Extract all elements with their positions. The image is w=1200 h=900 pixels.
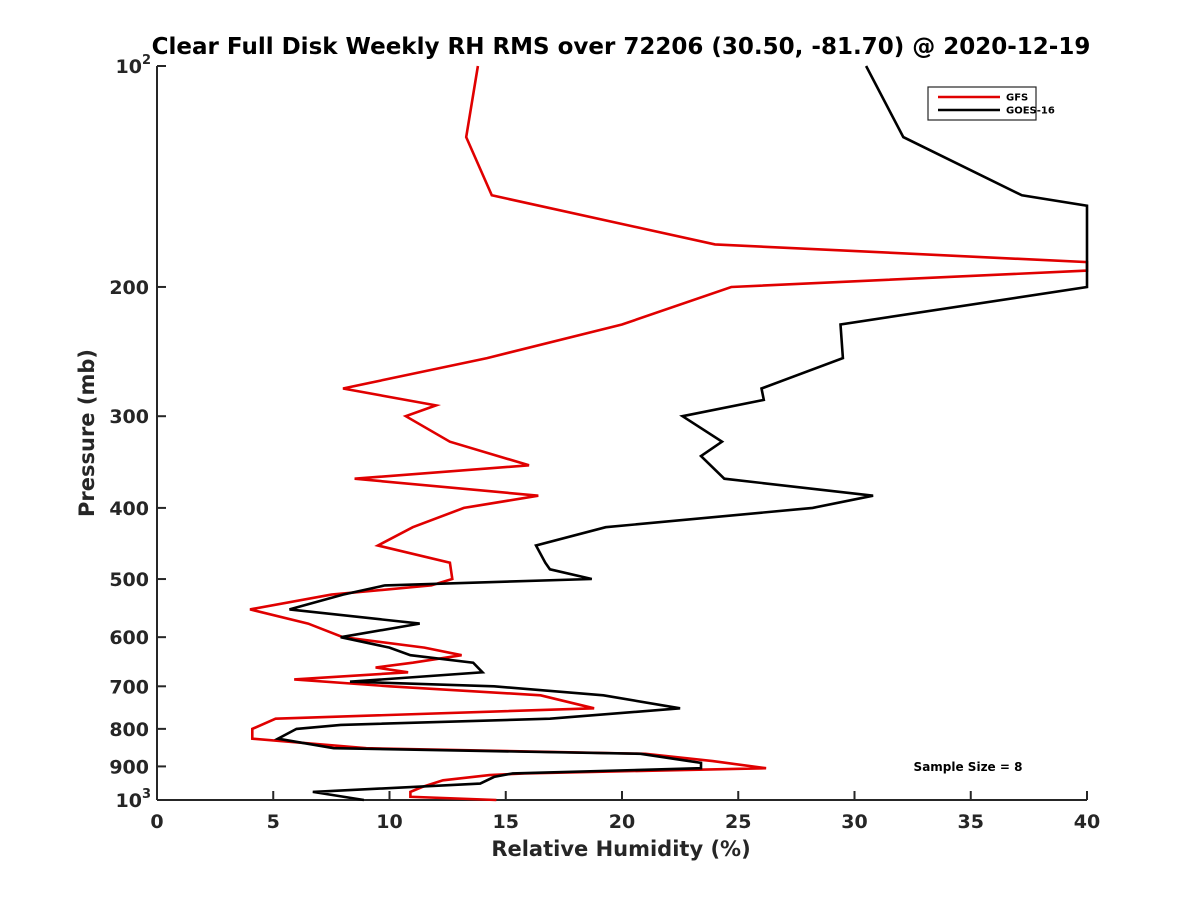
x-tick-label: 25 [725, 811, 751, 833]
chart-title: Clear Full Disk Weekly RH RMS over 72206… [152, 34, 1091, 60]
x-axis: 0 5 10 15 20 25 30 35 40 [150, 791, 1100, 833]
x-tick-label: 35 [958, 811, 984, 833]
x-tick-label: 20 [609, 811, 635, 833]
sample-size-annotation: Sample Size = 8 [914, 760, 1023, 774]
y-tick-label: 500 [109, 569, 149, 591]
x-tick-label: 30 [841, 811, 867, 833]
y-tick-label: 102 [116, 53, 152, 78]
y-tick-label: 900 [109, 756, 149, 778]
x-axis-label: Relative Humidity (%) [491, 837, 750, 861]
x-tick-label: 5 [267, 811, 280, 833]
series-line-goes-16 [273, 65, 1089, 802]
y-axis-label: Pressure (mb) [75, 349, 99, 517]
x-tick-label: 10 [376, 811, 402, 833]
series-line-gfs [249, 65, 1089, 802]
legend-box [927, 86, 1037, 121]
legend-label: GOES-16 [1006, 106, 1055, 117]
legend-label: GFS [1006, 93, 1028, 104]
x-tick-label: 0 [150, 811, 163, 833]
y-tick-label: 300 [109, 406, 149, 428]
x-tick-label: 40 [1074, 811, 1100, 833]
y-axis: 102 200 300 400 500 600 700 800 900 103 [109, 53, 166, 812]
y-tick-label: 103 [116, 787, 152, 812]
y-tick-label: 600 [109, 627, 149, 649]
series-group [249, 65, 1089, 802]
plot-area [156, 66, 1087, 801]
y-tick-label: 400 [109, 498, 149, 520]
y-tick-label: 700 [109, 676, 149, 698]
y-tick-label: 200 [109, 277, 149, 299]
x-tick-label: 15 [493, 811, 519, 833]
legend: GFS GOES-16 [927, 86, 1055, 121]
y-tick-label: 800 [109, 719, 149, 741]
